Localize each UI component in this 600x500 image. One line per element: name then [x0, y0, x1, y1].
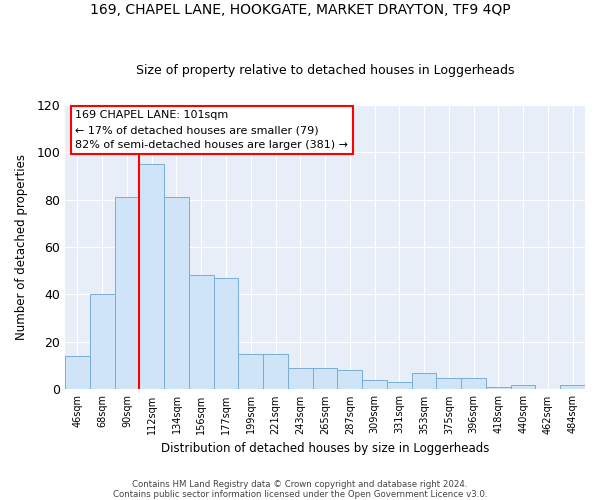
Bar [560, 384, 585, 390]
Text: Contains HM Land Registry data © Crown copyright and database right 2024.
Contai: Contains HM Land Registry data © Crown c… [113, 480, 487, 499]
Bar [436, 378, 461, 390]
Bar [461, 378, 486, 390]
Bar [189, 276, 214, 390]
Text: 169, CHAPEL LANE, HOOKGATE, MARKET DRAYTON, TF9 4QP: 169, CHAPEL LANE, HOOKGATE, MARKET DRAYT… [89, 2, 511, 16]
Bar [139, 164, 164, 390]
Y-axis label: Number of detached properties: Number of detached properties [15, 154, 28, 340]
Bar [288, 368, 313, 390]
Bar [214, 278, 238, 390]
Title: Size of property relative to detached houses in Loggerheads: Size of property relative to detached ho… [136, 64, 514, 77]
Bar [313, 368, 337, 390]
Bar [164, 197, 189, 390]
Bar [387, 382, 412, 390]
Bar [412, 373, 436, 390]
Bar [362, 380, 387, 390]
X-axis label: Distribution of detached houses by size in Loggerheads: Distribution of detached houses by size … [161, 442, 489, 455]
Bar [337, 370, 362, 390]
Bar [511, 384, 535, 390]
Text: 169 CHAPEL LANE: 101sqm
← 17% of detached houses are smaller (79)
82% of semi-de: 169 CHAPEL LANE: 101sqm ← 17% of detache… [76, 110, 349, 150]
Bar [65, 356, 90, 390]
Bar [238, 354, 263, 390]
Bar [263, 354, 288, 390]
Bar [486, 387, 511, 390]
Bar [115, 197, 139, 390]
Bar [90, 294, 115, 390]
